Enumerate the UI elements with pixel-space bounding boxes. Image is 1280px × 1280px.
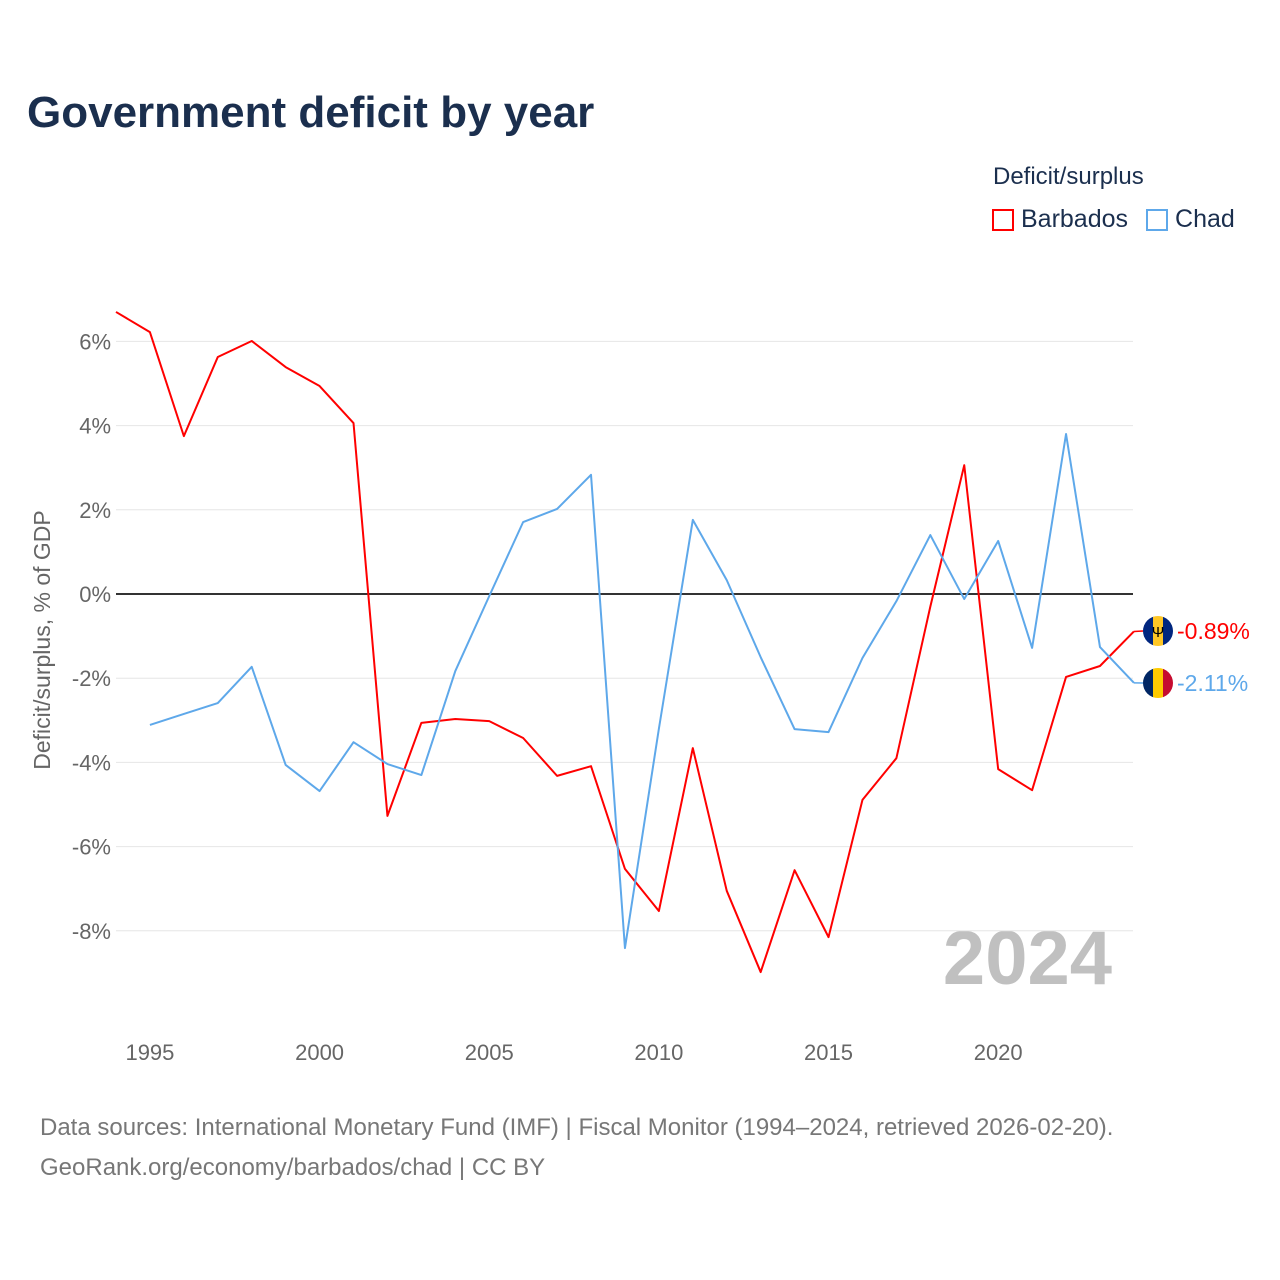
legend-title: Deficit/surplus [993, 163, 1144, 190]
x-tick-label: 2010 [634, 1040, 683, 1065]
y-tick-label: -2% [72, 666, 111, 691]
source-note: Data sources: International Monetary Fun… [40, 1108, 1113, 1188]
series-line-chad [149, 433, 1135, 950]
y-tick-label: -8% [72, 919, 111, 944]
x-tick-label: 2015 [804, 1040, 853, 1065]
flag-barbados-icon: Ψ [1143, 616, 1173, 646]
x-tick-label: 2000 [295, 1040, 344, 1065]
legend-item-chad[interactable]: Chad [1146, 205, 1235, 234]
x-tick-label: 1995 [125, 1040, 174, 1065]
legend-item-barbados[interactable]: Barbados [992, 205, 1128, 234]
chart-title: Government deficit by year [27, 88, 595, 137]
y-tick-label: -4% [72, 750, 111, 775]
source-line-2[interactable]: GeoRank.org/economy/barbados/chad | CC B… [40, 1154, 546, 1181]
y-tick-label: 0% [79, 582, 111, 607]
y-tick-label: -6% [72, 835, 111, 860]
y-tick-label: 2% [79, 498, 111, 523]
legend-swatch-barbados [992, 208, 1014, 231]
end-label-chad: -2.11% [1177, 670, 1248, 696]
year-watermark: 2024 [943, 916, 1112, 1001]
source-line-1: Data sources: International Monetary Fun… [40, 1114, 1114, 1141]
legend: Barbados Chad [992, 205, 1235, 234]
series-line-barbados [115, 311, 1135, 974]
y-tick-label: 4% [79, 414, 111, 439]
x-tick-label: 2020 [974, 1040, 1023, 1065]
legend-label-barbados: Barbados [1021, 205, 1129, 233]
flag-chad-icon [1143, 668, 1173, 698]
chart-area: 2024 6% 4% 2% 0% -2% -4% -6% -8% 1995 2000 2005 2010… [29, 311, 1250, 1065]
y-axis-label: Deficit/surplus, % of GDP [29, 510, 55, 769]
legend-swatch-chad [1146, 208, 1169, 231]
end-label-barbados: -0.89% [1177, 618, 1250, 644]
svg-text:Ψ: Ψ [1152, 624, 1165, 641]
y-tick-label: 6% [79, 329, 111, 354]
legend-label-chad: Chad [1175, 205, 1235, 233]
x-tick-label: 2005 [465, 1040, 514, 1065]
